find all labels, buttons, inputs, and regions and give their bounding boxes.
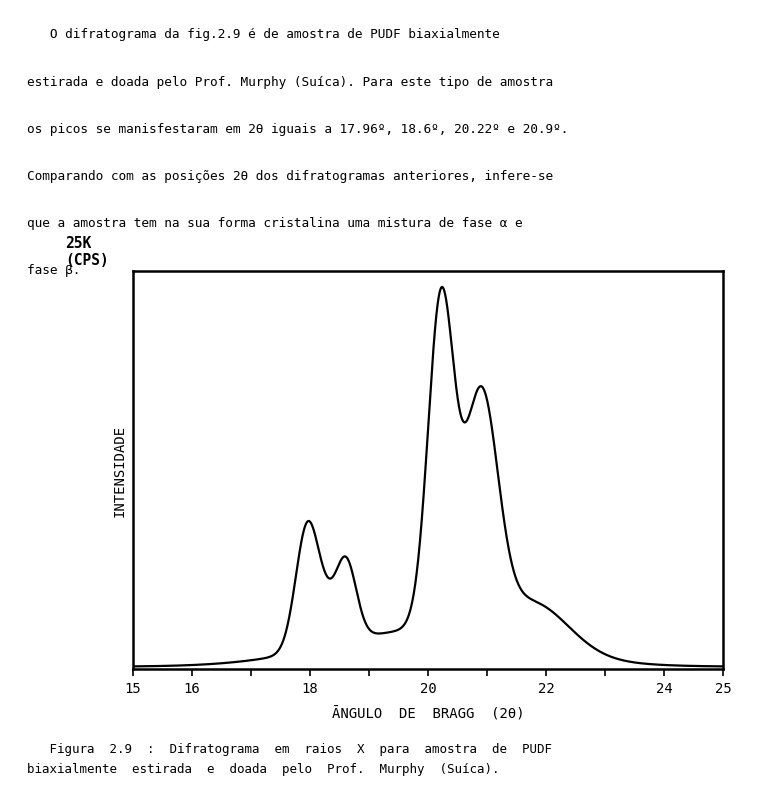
Text: Figura  2.9  :  Difratograma  em  raios  X  para  amostra  de  PUDF: Figura 2.9 : Difratograma em raios X par… <box>27 742 552 755</box>
Text: os picos se manisfestaram em 2θ iguais a 17.96º, 18.6º, 20.22º e 20.9º.: os picos se manisfestaram em 2θ iguais a… <box>27 122 568 135</box>
Text: Comparando com as posições 2θ dos difratogramas anteriores, infere-se: Comparando com as posições 2θ dos difrat… <box>27 169 552 182</box>
Text: 25K
(CPS): 25K (CPS) <box>65 235 109 268</box>
Text: que a amostra tem na sua forma cristalina uma mistura de fase α e: que a amostra tem na sua forma cristalin… <box>27 217 522 230</box>
Text: O difratograma da fig.2.9 é de amostra de PUDF biaxialmente: O difratograma da fig.2.9 é de amostra d… <box>27 28 499 41</box>
Text: estirada e doada pelo Prof. Murphy (Suíca). Para este tipo de amostra: estirada e doada pelo Prof. Murphy (Suíc… <box>27 75 552 88</box>
X-axis label: ĀNGULO  DE  BRAGG  (2θ): ĀNGULO DE BRAGG (2θ) <box>332 706 524 720</box>
Y-axis label: INTENSIDADE: INTENSIDADE <box>113 424 126 517</box>
Text: biaxialmente  estirada  e  doada  pelo  Prof.  Murphy  (Suíca).: biaxialmente estirada e doada pelo Prof.… <box>27 762 499 775</box>
Text: fase β.: fase β. <box>27 264 80 277</box>
